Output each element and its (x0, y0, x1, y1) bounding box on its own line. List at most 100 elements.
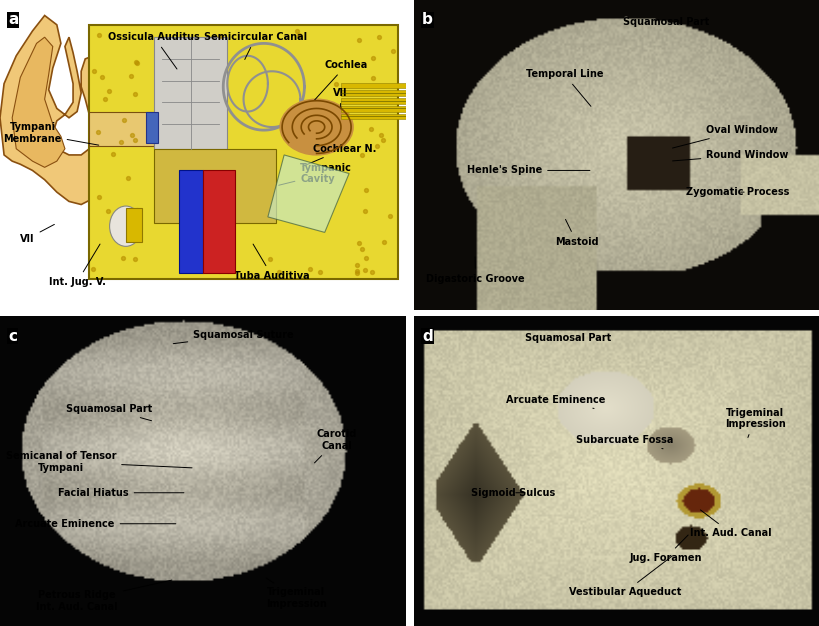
Point (129, 88, 142, 98)
Point (106, 149, 120, 159)
Point (212, 266, 225, 276)
Text: Arcuate Eminence: Arcuate Eminence (506, 395, 605, 409)
Polygon shape (341, 91, 405, 96)
Point (102, 206, 115, 216)
Polygon shape (341, 83, 405, 88)
Text: Subarcuate Fossa: Subarcuate Fossa (576, 435, 673, 449)
Text: Temporal Line: Temporal Line (525, 69, 602, 106)
Point (264, 254, 277, 264)
Text: Digastoric Groove: Digastoric Groove (426, 257, 524, 284)
Point (87, 264, 100, 274)
Point (125, 130, 138, 140)
Point (213, 31, 226, 41)
Point (95, 72, 108, 82)
Point (358, 265, 371, 275)
Point (350, 260, 363, 270)
Polygon shape (341, 106, 405, 111)
Point (272, 267, 285, 277)
Point (327, 133, 340, 143)
Point (121, 173, 134, 183)
Polygon shape (89, 25, 397, 279)
Point (128, 135, 141, 145)
Text: Petrous Ridge
Int. Aud. Canal: Petrous Ridge Int. Aud. Canal (36, 580, 172, 612)
Text: Int. Jug. V.: Int. Jug. V. (48, 244, 106, 287)
Point (92, 126, 105, 136)
Point (292, 31, 305, 41)
Point (98, 94, 111, 104)
Text: VII: VII (333, 88, 347, 109)
Point (131, 58, 144, 68)
Text: Int. Aud. Canal: Int. Aud. Canal (690, 510, 771, 538)
Polygon shape (154, 37, 227, 149)
Point (365, 267, 378, 277)
Text: Squamosal Suture: Squamosal Suture (173, 330, 293, 344)
Circle shape (280, 99, 353, 155)
Point (351, 268, 364, 278)
Text: I.C.A.: I.C.A. (192, 210, 222, 231)
Point (386, 46, 399, 56)
Point (118, 232, 131, 242)
Text: Tympanic
Cavity: Tympanic Cavity (278, 163, 352, 185)
Polygon shape (341, 114, 405, 120)
Text: Semicanal of Tensor
Tympani: Semicanal of Tensor Tympani (6, 451, 192, 473)
Point (313, 267, 326, 277)
Text: Squamosal Part: Squamosal Part (622, 17, 708, 27)
Point (366, 73, 379, 83)
Polygon shape (0, 16, 114, 205)
Text: Trigeminal
Impression: Trigeminal Impression (724, 408, 785, 438)
Point (124, 71, 137, 81)
Text: c: c (8, 329, 17, 344)
Point (352, 239, 365, 249)
Polygon shape (12, 37, 65, 167)
Point (93, 192, 106, 202)
Text: Trigeminal
Impression: Trigeminal Impression (265, 578, 326, 609)
Point (116, 253, 129, 263)
Point (117, 115, 130, 125)
Point (129, 57, 142, 67)
Text: a: a (8, 13, 19, 28)
Point (115, 137, 128, 147)
Point (93, 30, 106, 40)
Polygon shape (89, 111, 154, 146)
Text: Tuba Auditiva: Tuba Auditiva (234, 244, 310, 281)
Point (355, 244, 369, 254)
Polygon shape (203, 170, 235, 273)
Text: VII: VII (20, 224, 54, 244)
Text: Arcuate Eminence: Arcuate Eminence (16, 519, 175, 529)
Text: Carotid
Canal: Carotid Canal (314, 429, 356, 463)
Point (360, 185, 373, 195)
Point (374, 130, 387, 140)
Text: Squamosal Part: Squamosal Part (525, 333, 611, 343)
Point (378, 237, 391, 247)
Point (383, 212, 396, 222)
Point (102, 86, 115, 96)
Point (355, 150, 369, 160)
Text: b: b (422, 13, 432, 28)
Point (372, 32, 385, 42)
Ellipse shape (110, 206, 142, 247)
Text: Jug. Foramen: Jug. Foramen (629, 535, 701, 563)
Text: Oval Window: Oval Window (672, 125, 777, 148)
Polygon shape (0, 0, 405, 310)
Polygon shape (179, 170, 203, 273)
Text: Mastoid: Mastoid (554, 219, 598, 247)
Point (351, 35, 364, 45)
Text: Vestibular Aqueduct: Vestibular Aqueduct (568, 557, 681, 597)
Text: Ossicula Auditus: Ossicula Auditus (108, 32, 200, 69)
Point (337, 126, 351, 136)
Point (376, 135, 389, 145)
Polygon shape (154, 149, 276, 223)
Point (360, 254, 373, 264)
Polygon shape (125, 208, 142, 242)
Text: Facial Hiatus: Facial Hiatus (58, 488, 183, 498)
Point (128, 254, 141, 264)
Text: Squamosal Part: Squamosal Part (66, 404, 152, 421)
Point (112, 215, 125, 225)
Point (221, 266, 234, 276)
Text: Sigmoid Sulcus: Sigmoid Sulcus (470, 488, 554, 498)
Point (211, 254, 224, 264)
Point (329, 80, 342, 90)
Text: Cochlea: Cochlea (314, 60, 368, 100)
Point (365, 53, 378, 63)
Point (88, 66, 101, 76)
